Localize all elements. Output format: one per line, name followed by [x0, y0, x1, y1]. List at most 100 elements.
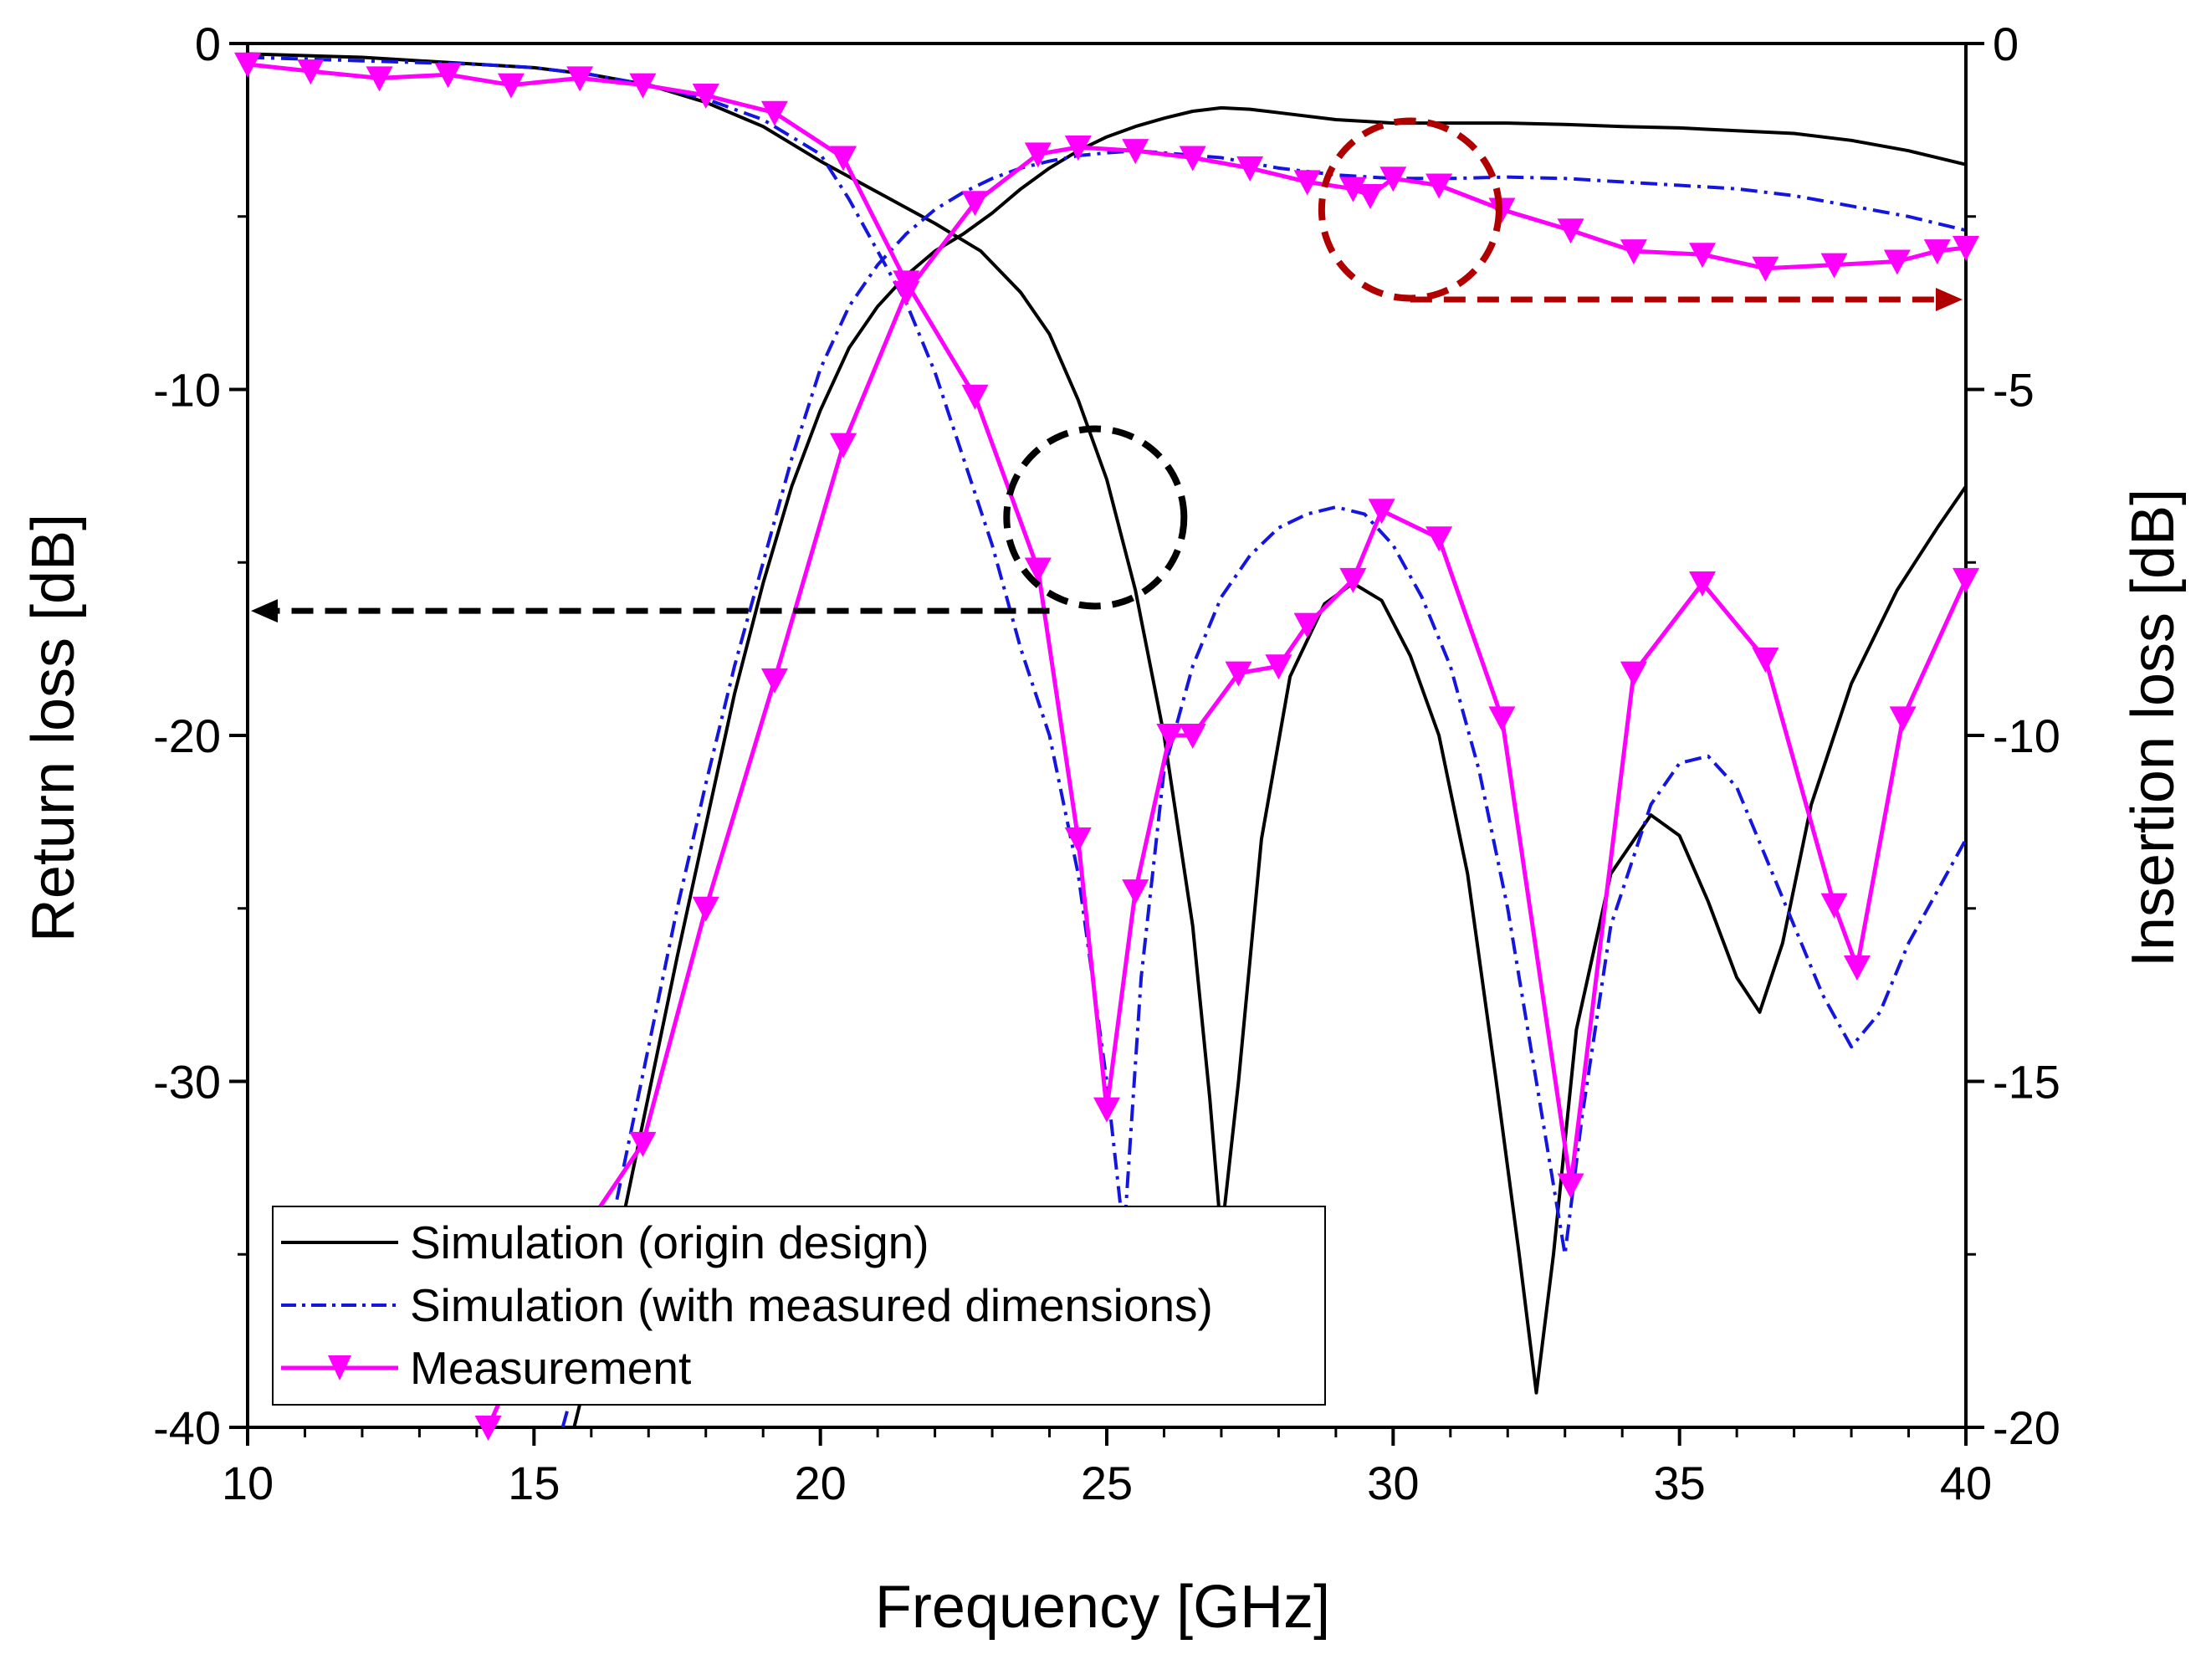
data-point-measurement-insertion-loss [629, 1131, 657, 1157]
data-point-measurement-return-loss [497, 73, 525, 99]
data-point-measurement-return-loss [1179, 724, 1206, 749]
series-line-measured-dims-insertion-loss [560, 149, 1966, 1427]
data-point-measurement-return-loss [434, 63, 462, 89]
legend-box [272, 1206, 1326, 1406]
data-point-measurement-return-loss [1425, 526, 1453, 552]
y-tick-label-right: -5 [1993, 364, 2035, 417]
x-tick-label: 35 [1654, 1457, 1706, 1509]
data-point-measurement-return-loss [1064, 827, 1092, 853]
y-tick-labels-left: 0 -10 -20 -30 -40 [153, 18, 221, 1454]
series-line-measurement-return-loss [248, 62, 1966, 1187]
data-point-measurement-insertion-loss [474, 1416, 502, 1441]
legend: Simulation (origin design) Simulation (w… [272, 1206, 1326, 1406]
annotation-circle-insertion-loss [1318, 117, 1502, 302]
data-point-measurement-return-loss [1156, 724, 1184, 749]
y-tick-label-left: -30 [153, 1056, 221, 1109]
x-tick-label: 10 [222, 1457, 274, 1509]
data-point-measurement-insertion-loss [1179, 146, 1206, 172]
data-point-measurement-return-loss [1122, 879, 1149, 905]
data-point-measurement-insertion-loss [1236, 156, 1264, 182]
x-tick-label: 40 [1940, 1457, 1992, 1509]
x-tick-label: 25 [1081, 1457, 1133, 1509]
data-point-measurement-insertion-loss [1953, 235, 1979, 261]
series-line-origin-insertion-loss [572, 105, 1966, 1427]
data-point-measurement-return-loss [692, 84, 719, 110]
data-point-measurement-return-loss [1557, 1173, 1584, 1199]
data-point-measurement-insertion-loss [760, 668, 788, 694]
data-point-measurement-return-loss [1368, 499, 1395, 525]
y-tick-labels-right: 0 -5 -10 -15 -20 [1993, 18, 2060, 1454]
y-tick-label-right: 0 [1993, 18, 2019, 70]
y-axis-title-left: Return loss [dB] [20, 514, 87, 942]
data-point-measurement-insertion-loss [1024, 142, 1052, 168]
annotation-arrowhead-right [1936, 287, 1963, 311]
series-line-measured-dims-return-loss [248, 55, 1966, 1257]
data-point-measurement-insertion-loss [1122, 139, 1149, 165]
data-point-measurement-insertion-loss [1923, 239, 1951, 265]
data-point-measurement-return-loss [1889, 706, 1917, 732]
y-axis-title-right: Insertion loss [dB] [2120, 489, 2187, 967]
data-point-measurement-return-loss [1024, 557, 1052, 583]
plot-area [229, 42, 1984, 1446]
legend-label-origin: Simulation (origin design) [410, 1216, 929, 1268]
x-axis-title: Frequency [GHz] [875, 1574, 1330, 1641]
legend-marker-measurement [328, 1355, 351, 1380]
data-point-measurement-return-loss [760, 100, 788, 126]
legend-label-measurement: Measurement [410, 1342, 691, 1394]
data-point-measurement-insertion-loss [1064, 136, 1092, 161]
marker-layer [234, 52, 1979, 1441]
data-point-measurement-insertion-loss [1293, 170, 1321, 196]
data-point-measurement-insertion-loss [893, 280, 920, 306]
x-tick-labels: 10 15 20 25 30 35 40 [222, 1457, 1992, 1509]
data-point-measurement-insertion-loss [1557, 218, 1584, 244]
y-tick-label-left: -10 [153, 364, 221, 417]
data-point-measurement-return-loss [629, 73, 657, 99]
data-point-measurement-insertion-loss [830, 433, 857, 458]
y-tick-label-left: 0 [195, 18, 221, 70]
data-point-measurement-return-loss [1293, 612, 1321, 638]
x-tick-label: 20 [795, 1457, 847, 1509]
data-point-measurement-return-loss [1820, 893, 1848, 919]
data-point-measurement-insertion-loss [1620, 239, 1647, 265]
data-point-measurement-return-loss [234, 52, 261, 78]
legend-label-measured-dims: Simulation (with measured dimensions) [410, 1279, 1213, 1331]
data-point-measurement-insertion-loss [1883, 249, 1911, 275]
data-point-measurement-return-loss [297, 59, 325, 85]
data-point-measurement-return-loss [1339, 567, 1367, 593]
data-point-measurement-return-loss [1265, 654, 1292, 680]
data-point-measurement-insertion-loss [1689, 243, 1717, 269]
data-point-measurement-return-loss [1620, 661, 1647, 687]
y-tick-label-left: -40 [153, 1401, 221, 1454]
data-point-measurement-return-loss [1488, 706, 1516, 732]
y-tick-label-right: -10 [1993, 709, 2060, 762]
data-point-measurement-return-loss [366, 66, 393, 92]
data-point-measurement-return-loss [1225, 661, 1252, 687]
data-point-measurement-return-loss [1752, 648, 1779, 674]
data-point-measurement-return-loss [1689, 571, 1717, 597]
data-point-measurement-return-loss [961, 384, 989, 410]
y-tick-label-left: -20 [153, 709, 221, 762]
y-tick-label-right: -15 [1993, 1056, 2060, 1109]
data-point-measurement-insertion-loss [1379, 166, 1407, 192]
data-point-measurement-insertion-loss [1356, 183, 1384, 209]
x-tick-label: 15 [508, 1457, 560, 1509]
x-tick-label: 30 [1367, 1457, 1419, 1509]
data-point-measurement-return-loss [830, 146, 857, 172]
data-point-measurement-insertion-loss [1339, 177, 1367, 202]
series-line-origin-return-loss [248, 52, 1966, 1395]
data-point-measurement-return-loss [566, 66, 594, 92]
data-point-measurement-return-loss [1953, 567, 1979, 593]
annotation-circle-return-loss [1003, 425, 1188, 610]
data-point-measurement-insertion-loss [961, 191, 989, 217]
series-line-measurement-insertion-loss [486, 145, 1966, 1427]
data-point-measurement-insertion-loss [1820, 253, 1848, 279]
data-point-measurement-return-loss [1093, 1097, 1120, 1123]
annotation-arrowhead-left [251, 599, 278, 623]
data-point-measurement-return-loss [1843, 955, 1871, 981]
y-tick-label-right: -20 [1993, 1401, 2060, 1454]
data-point-measurement-insertion-loss [1425, 173, 1453, 199]
data-point-measurement-insertion-loss [692, 896, 719, 922]
annotation-layer [251, 117, 1963, 623]
data-point-measurement-insertion-loss [1752, 256, 1779, 282]
